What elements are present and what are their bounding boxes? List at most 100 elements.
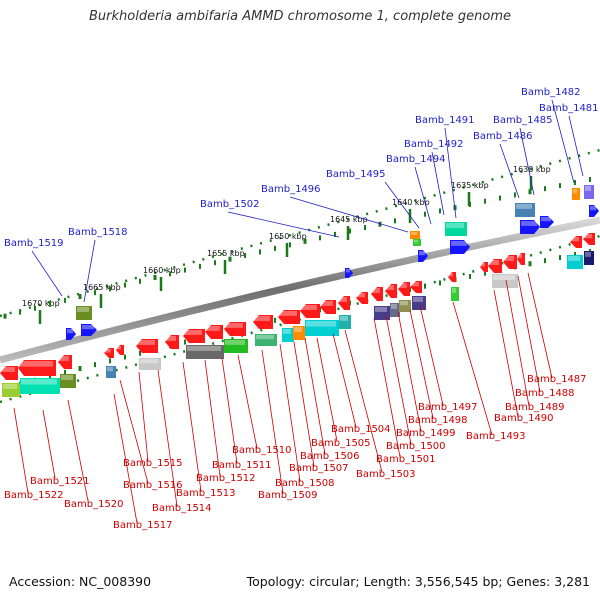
feature-block[interactable] (413, 239, 421, 246)
reverse-gene-label[interactable]: Bamb_1489 (505, 402, 565, 413)
reverse-gene-arrow[interactable] (371, 287, 383, 301)
reverse-gene-arrow[interactable] (320, 300, 336, 314)
forward-gene-label[interactable]: Bamb_1491 (415, 115, 475, 126)
forward-gene-label[interactable]: Bamb_1485 (493, 115, 553, 126)
reverse-gene-label[interactable]: Bamb_1497 (418, 402, 478, 413)
forward-gene-label[interactable]: Bamb_1496 (261, 184, 321, 195)
forward-gene-label[interactable]: Bamb_1482 (521, 87, 581, 98)
forward-gene-arrow[interactable] (81, 324, 97, 336)
feature-block[interactable] (515, 203, 535, 217)
reverse-gene-arrow[interactable] (583, 233, 595, 245)
reverse-gene-arrow[interactable] (136, 339, 158, 353)
reverse-gene-arrow[interactable] (0, 366, 18, 380)
reverse-gene-arrow[interactable] (18, 360, 56, 376)
feature-block[interactable] (339, 315, 351, 329)
feature-block[interactable] (293, 326, 305, 340)
reverse-gene-arrow[interactable] (300, 304, 320, 318)
reverse-gene-label[interactable]: Bamb_1516 (123, 480, 183, 491)
reverse-gene-label[interactable]: Bamb_1511 (212, 460, 272, 471)
reverse-gene-arrow[interactable] (488, 259, 502, 273)
reverse-gene-arrow[interactable] (398, 282, 410, 296)
forward-gene-arrow[interactable] (345, 268, 353, 278)
feature-block[interactable] (255, 334, 277, 346)
reverse-gene-label[interactable]: Bamb_1493 (466, 431, 526, 442)
feature-block[interactable] (106, 366, 116, 378)
reverse-gene-arrow[interactable] (253, 315, 273, 329)
forward-gene-label[interactable]: Bamb_1518 (68, 227, 128, 238)
reverse-gene-arrow[interactable] (338, 296, 350, 310)
feature-block[interactable] (139, 358, 161, 370)
feature-block[interactable] (60, 374, 76, 388)
feature-block[interactable] (412, 296, 426, 310)
forward-gene-label[interactable]: Bamb_1494 (386, 154, 446, 165)
reverse-gene-label[interactable]: Bamb_1488 (515, 388, 575, 399)
reverse-gene-arrow[interactable] (183, 329, 205, 343)
forward-gene-arrow[interactable] (520, 220, 540, 234)
reverse-gene-label[interactable]: Bamb_1510 (232, 445, 292, 456)
feature-block[interactable] (584, 251, 594, 265)
reverse-gene-arrow[interactable] (356, 292, 368, 304)
reverse-gene-label[interactable]: Bamb_1512 (196, 473, 256, 484)
feature-block[interactable] (186, 345, 224, 359)
feature-block[interactable] (399, 300, 411, 312)
feature-block[interactable] (2, 383, 20, 397)
reverse-gene-arrow[interactable] (104, 348, 114, 358)
feature-block[interactable] (572, 188, 580, 200)
reverse-gene-arrow[interactable] (410, 281, 422, 293)
feature-block[interactable] (567, 255, 583, 269)
feature-block[interactable] (445, 222, 467, 236)
feature-block[interactable] (76, 306, 92, 320)
feature-block[interactable] (451, 287, 459, 301)
reverse-gene-label[interactable]: Bamb_1507 (289, 463, 349, 474)
forward-gene-arrow[interactable] (418, 250, 428, 262)
reverse-gene-arrow[interactable] (503, 255, 517, 269)
forward-gene-label[interactable]: Bamb_1492 (404, 139, 464, 150)
reverse-gene-label[interactable]: Bamb_1514 (152, 503, 212, 514)
reverse-gene-label[interactable]: Bamb_1521 (30, 476, 90, 487)
reverse-gene-label[interactable]: Bamb_1500 (386, 441, 446, 452)
feature-block[interactable] (305, 320, 339, 336)
reverse-gene-arrow[interactable] (480, 262, 488, 272)
reverse-gene-arrow[interactable] (570, 236, 582, 248)
forward-gene-label[interactable]: Bamb_1481 (539, 103, 599, 114)
reverse-gene-label[interactable]: Bamb_1520 (64, 499, 124, 510)
reverse-gene-arrow[interactable] (165, 335, 179, 349)
reverse-gene-label[interactable]: Bamb_1522 (4, 490, 64, 501)
feature-block[interactable] (584, 185, 594, 199)
feature-block[interactable] (20, 378, 60, 394)
reverse-gene-label[interactable]: Bamb_1503 (356, 469, 416, 480)
reverse-gene-label[interactable]: Bamb_1506 (300, 451, 360, 462)
reverse-gene-label[interactable]: Bamb_1513 (176, 488, 236, 499)
reverse-gene-arrow[interactable] (116, 345, 124, 355)
reverse-gene-arrow[interactable] (517, 253, 525, 265)
reverse-gene-arrow[interactable] (205, 325, 223, 339)
reverse-gene-label[interactable]: Bamb_1490 (494, 413, 554, 424)
reverse-gene-label[interactable]: Bamb_1517 (113, 520, 173, 531)
reverse-gene-label[interactable]: Bamb_1505 (311, 438, 371, 449)
reverse-gene-arrow[interactable] (58, 355, 72, 369)
forward-gene-label[interactable]: Bamb_1495 (326, 169, 386, 180)
forward-gene-arrow[interactable] (450, 240, 470, 254)
reverse-gene-arrow[interactable] (385, 284, 397, 298)
feature-block[interactable] (224, 339, 248, 353)
reverse-gene-label[interactable]: Bamb_1487 (527, 374, 587, 385)
feature-block[interactable] (492, 274, 518, 288)
reverse-gene-label[interactable]: Bamb_1515 (123, 458, 183, 469)
feature-block[interactable] (410, 231, 420, 239)
reverse-gene-arrow[interactable] (278, 310, 300, 324)
reverse-gene-label[interactable]: Bamb_1499 (396, 428, 456, 439)
reverse-gene-arrow[interactable] (224, 322, 246, 336)
forward-gene-arrow[interactable] (589, 205, 599, 217)
forward-gene-arrow[interactable] (66, 328, 76, 340)
feature-block[interactable] (390, 303, 400, 317)
reverse-gene-label[interactable]: Bamb_1509 (258, 490, 318, 501)
forward-gene-label[interactable]: Bamb_1486 (473, 131, 533, 142)
reverse-gene-label[interactable]: Bamb_1501 (376, 454, 436, 465)
reverse-gene-arrow[interactable] (448, 272, 456, 282)
forward-gene-arrow[interactable] (540, 216, 554, 228)
reverse-gene-label[interactable]: Bamb_1498 (408, 415, 468, 426)
forward-gene-label[interactable]: Bamb_1519 (4, 238, 64, 249)
forward-gene-label[interactable]: Bamb_1502 (200, 199, 260, 210)
reverse-gene-label[interactable]: Bamb_1504 (331, 424, 391, 435)
reverse-gene-label[interactable]: Bamb_1508 (275, 478, 335, 489)
